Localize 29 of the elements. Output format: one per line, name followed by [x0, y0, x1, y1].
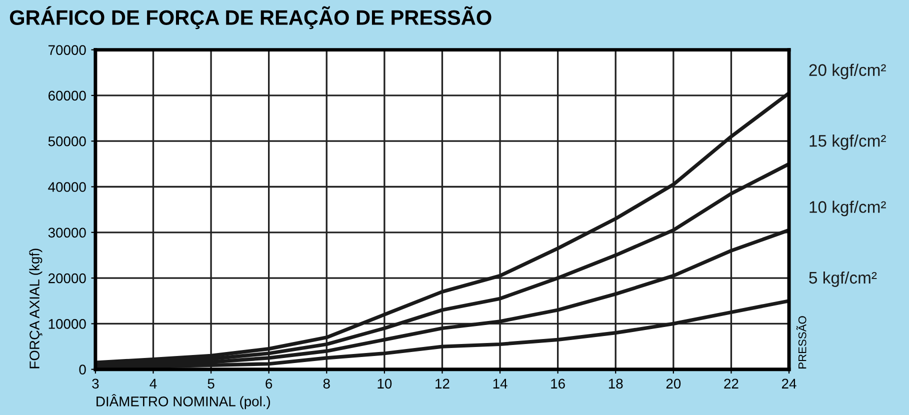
- x-tick-label: 5: [208, 378, 214, 389]
- x-tick-label: 10: [378, 378, 392, 389]
- y-tick-label: 30000: [48, 228, 86, 238]
- y-tick-label: 70000: [48, 45, 86, 55]
- x-tick-label: 12: [436, 378, 450, 388]
- y-tick-label: 20000: [48, 273, 86, 284]
- y-axis-title: FORÇA AXIAL (kgf): [29, 248, 42, 368]
- x-tick-label: 18: [608, 378, 623, 389]
- x-tick-label: 14: [493, 378, 508, 388]
- series-label: 20 kgf/cm²: [809, 64, 886, 80]
- x-tick-label: 16: [551, 378, 565, 389]
- y-tick-label: 50000: [48, 136, 86, 146]
- x-tick-label: 20: [666, 378, 681, 389]
- series-label: 10 kgf/cm²: [810, 200, 886, 216]
- y-tick-label: 60000: [48, 90, 86, 101]
- y-tick-label: 40000: [48, 182, 86, 192]
- chart-title: GRÁFICO DE FORÇA DE REAÇÃO DE PRESSÃO: [10, 6, 492, 30]
- x-tick-label: 6: [266, 378, 272, 389]
- y-tick-label: 0: [79, 364, 86, 375]
- series-label: 5 kgf/cm²: [809, 271, 877, 287]
- x-axis-title: DIÂMETRO NOMINAL (pol.): [96, 394, 270, 410]
- text: PRESSÃO: [796, 316, 806, 368]
- series-label: 15 kgf/cm²: [810, 134, 886, 150]
- x-tick-label: 4: [150, 378, 157, 388]
- y-tick-label: 10000: [48, 319, 86, 329]
- x-tick-label: 24: [782, 378, 796, 388]
- x-tick-label: 22: [724, 378, 738, 388]
- x-tick-label: 8: [323, 378, 330, 389]
- x-tick-label: 3: [92, 378, 99, 389]
